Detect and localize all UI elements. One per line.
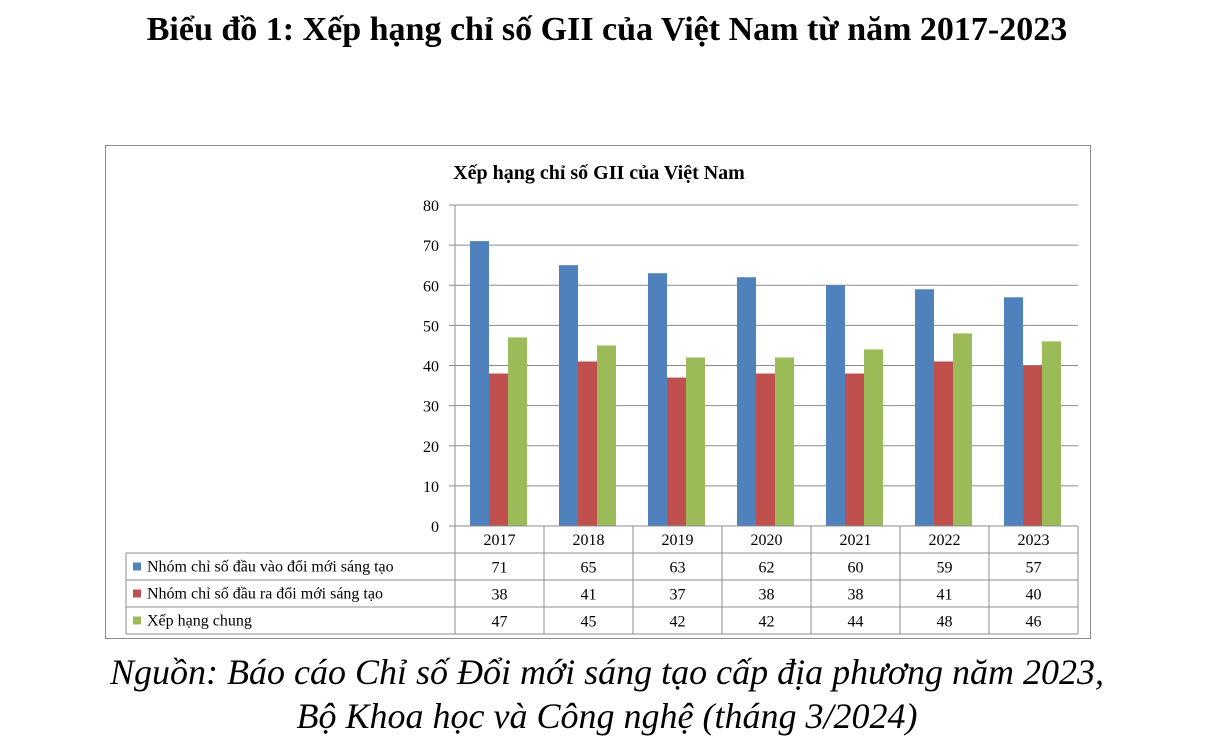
bar [864,349,883,526]
bar [934,361,953,526]
y-tick-label: 30 [423,399,439,416]
data-label: 38 [492,587,508,604]
bar [648,273,667,526]
bar [489,373,508,526]
data-label: 65 [581,560,597,577]
data-label: 71 [492,560,508,577]
source-line-1: Nguồn: Báo cáo Chỉ số Đổi mới sáng tạo c… [109,652,1105,692]
bar [686,357,705,526]
data-label: 41 [937,587,953,604]
source-line-2: Bộ Khoa học và Công nghệ (tháng 3/2024) [296,696,918,736]
bar [597,345,616,526]
bar [826,285,845,526]
bar [508,337,527,526]
data-label: 42 [759,614,775,631]
y-tick-label: 0 [431,519,439,536]
y-tick-label: 80 [423,198,439,215]
bar [667,377,686,526]
data-label: 57 [1026,560,1042,577]
bar [1023,365,1042,526]
data-label: 37 [670,587,686,604]
y-tick-label: 40 [423,359,439,376]
y-tick-label: 50 [423,318,439,335]
data-label: 59 [937,560,953,577]
bar [470,241,489,527]
chart-container: Xếp hạng chỉ số GII của Việt Nam 0 10 20 30 4… [105,145,1091,639]
data-label: 45 [581,614,597,631]
bar [1004,297,1023,526]
x-tick-label: 2021 [840,532,872,549]
legend-label: Nhóm chỉ số đầu vào đổi mới sáng tạo [147,559,394,576]
data-label: 41 [581,587,597,604]
data-label: 46 [1026,614,1042,631]
legend-key [133,616,141,625]
y-tick-label: 60 [423,278,439,295]
bar [953,333,972,526]
x-tick-label: 2020 [751,532,783,549]
legend-key [133,562,141,571]
bar [845,373,864,526]
data-label: 62 [759,560,775,577]
source-note: Nguồn: Báo cáo Chỉ số Đổi mới sáng tạo c… [0,650,1214,738]
data-label: 38 [759,587,775,604]
y-tick-label: 10 [423,479,439,496]
bar [1042,341,1061,526]
data-label: 47 [492,614,508,631]
x-tick-label: 2023 [1018,532,1050,549]
x-tick-label: 2022 [929,532,961,549]
legend-label: Nhóm chỉ số đầu ra đổi mới sáng tạo [147,586,383,603]
bar [578,361,597,526]
x-tick-label: 2019 [662,532,694,549]
y-tick-label: 70 [423,238,439,255]
data-label: 44 [848,614,864,631]
page-title: Biểu đồ 1: Xếp hạng chỉ số GII của Việt … [146,11,1068,48]
bar [559,265,578,526]
legend-label: Xếp hạng chung [147,613,252,630]
gii-ranking-chart: Xếp hạng chỉ số GII của Việt Nam 0 10 20 30 4… [125,162,1079,635]
bar [756,373,775,526]
data-label: 60 [848,560,864,577]
bar [737,277,756,526]
data-label: 40 [1026,587,1042,604]
data-label: 38 [848,587,864,604]
legend-key [133,589,141,598]
bar [775,357,794,526]
bar [915,289,934,526]
data-label: 42 [670,614,686,631]
y-tick-label: 20 [423,439,439,456]
data-label: 48 [937,614,953,631]
chart-title: Xếp hạng chỉ số GII của Việt Nam [453,162,745,184]
x-tick-label: 2018 [573,532,605,549]
data-label: 63 [670,560,686,577]
x-tick-label: 2017 [484,532,516,549]
